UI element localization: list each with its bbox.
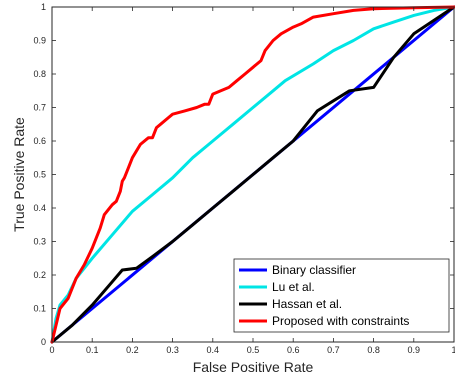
y-tick-label: 0.4 [33,203,46,213]
plot-lines [50,5,455,344]
y-tick-label: 0.6 [33,136,46,146]
x-tick-label: 0.3 [166,345,179,355]
legend: Binary classifier Lu et al. Hassan et al. P… [233,258,450,333]
legend-label-3: Hassan et al. [272,297,342,311]
x-tick-label: 0.6 [287,345,300,355]
x-axis: 0 0.1 0.2 0.3 0.4 0.5 0.6 0.7 0.8 0.9 1 [49,7,455,355]
y-axis-title: True Positive Rate [11,117,27,232]
y-tick-label: 0.7 [33,103,46,113]
x-tick-label: 0.1 [86,345,99,355]
x-tick-label: 0.9 [408,345,421,355]
x-tick-label: 0.8 [367,345,380,355]
legend-label-1: Binary classifier [272,263,356,277]
y-tick-label: 0.5 [33,170,46,180]
x-tick-label: 0.7 [327,345,340,355]
y-tick-label: 1 [41,2,46,12]
x-tick-label: 0.4 [207,345,220,355]
legend-box [233,258,450,333]
y-tick-label: 0.1 [33,304,46,314]
series-line-4 [50,5,455,344]
y-tick-label: 0.9 [33,36,46,46]
y-tick-label: 0.8 [33,69,46,79]
legend-label-4: Proposed with constraints [272,314,409,328]
legend-label-2: Lu et al. [272,280,315,294]
x-tick-label: 0.2 [126,345,139,355]
x-tick-label: 0.5 [247,345,260,355]
y-axis: 0 0.1 0.2 0.3 0.4 0.5 0.6 0.7 0.8 0.9 1 [33,2,454,347]
series-line-3 [50,5,455,344]
x-axis-title: False Positive Rate [193,359,314,375]
y-tick-label: 0 [41,337,46,347]
x-tick-label: 0 [49,345,54,355]
x-tick-label: 1 [451,345,455,355]
y-tick-label: 0.3 [33,237,46,247]
y-tick-label: 0.2 [33,270,46,280]
